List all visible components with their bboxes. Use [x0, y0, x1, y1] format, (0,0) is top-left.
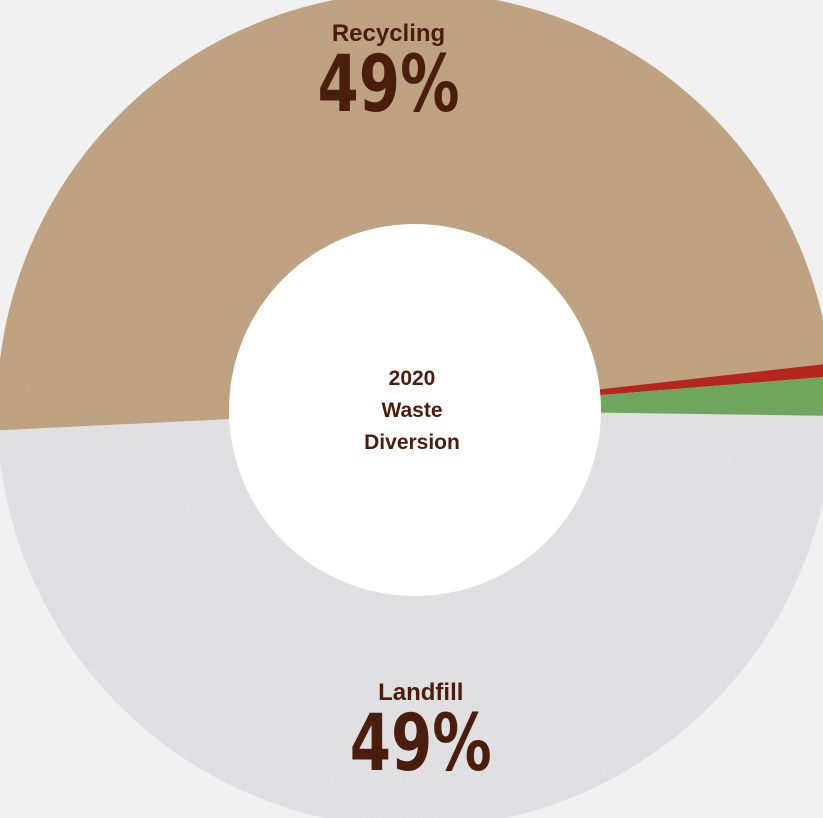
center-label: 2020 Waste Diversion	[364, 367, 460, 454]
center-label-line-2: Waste	[381, 399, 442, 422]
donut-center-hole	[229, 224, 601, 596]
slice-label-recycling: Recycling	[332, 20, 445, 47]
center-label-line-3: Diversion	[364, 431, 460, 454]
center-label-line-1: 2020	[389, 367, 436, 390]
slice-value-landfill: 49%	[350, 699, 492, 789]
slice-value-recycling: 49%	[318, 40, 460, 130]
slice-recycling	[0, 0, 823, 431]
slice-label-landfill: Landfill	[378, 679, 463, 706]
slice-landfill	[0, 410, 823, 818]
